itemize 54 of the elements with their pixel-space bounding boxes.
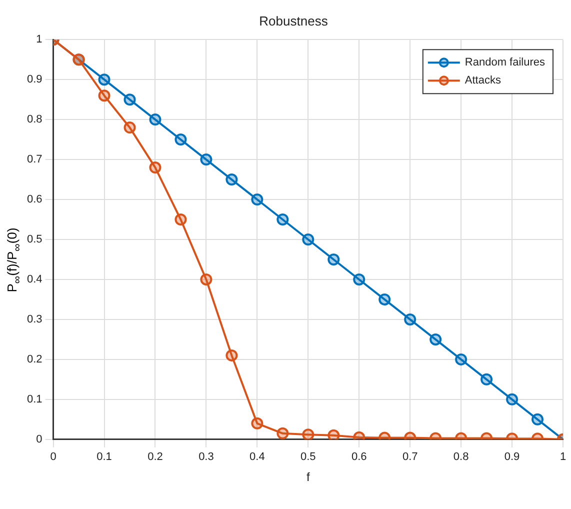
- point: [124, 122, 136, 134]
- point: [378, 293, 391, 306]
- y-tick-label: 0: [36, 433, 42, 446]
- point: [404, 313, 416, 326]
- legend-label: Attacks: [464, 74, 502, 87]
- point: [98, 74, 110, 86]
- point: [328, 253, 340, 266]
- y-tick-label: 0.8: [26, 114, 42, 126]
- x-tick-label: 0.9: [504, 451, 520, 464]
- y-tick-label: 1: [36, 34, 42, 46]
- x-tick-label: 0: [50, 451, 56, 464]
- point: [430, 333, 442, 346]
- y-tick-label: 0.3: [26, 313, 42, 326]
- point: [302, 234, 314, 246]
- point: [251, 417, 264, 430]
- legend-label: Random failures: [464, 56, 546, 69]
- point: [149, 114, 162, 126]
- point: [276, 214, 289, 226]
- x-tick-label: 1: [560, 451, 566, 464]
- chart-title: Robustness: [259, 13, 328, 28]
- point: [455, 353, 468, 366]
- point: [174, 134, 187, 146]
- point: [532, 413, 544, 426]
- point: [276, 427, 289, 440]
- y-tick-label: 0.5: [26, 234, 42, 246]
- point: [149, 162, 162, 174]
- point: [226, 349, 238, 362]
- x-tick-label: 0.2: [148, 451, 163, 464]
- point: [506, 393, 518, 406]
- x-tick-label: 0.8: [453, 451, 469, 464]
- y-tick-label: 0.2: [26, 353, 42, 366]
- x-tick-label: 0.4: [250, 451, 265, 464]
- x-tick-label: 0.7: [402, 451, 418, 464]
- x-tick-label: 0.6: [351, 451, 367, 464]
- x-axis-title: f: [306, 470, 310, 484]
- y-tick-label: 0.1: [26, 393, 42, 406]
- point: [353, 273, 366, 286]
- y-tick-label: 0.6: [26, 194, 42, 206]
- point: [124, 94, 136, 106]
- point: [328, 429, 340, 440]
- point: [200, 273, 212, 286]
- point: [480, 373, 493, 386]
- x-tick-label: 0.3: [198, 451, 214, 464]
- point: [251, 194, 264, 206]
- point: [226, 174, 238, 186]
- x-tick-label: 0.1: [96, 451, 112, 464]
- y-tick-label: 0.9: [26, 74, 42, 86]
- point: [302, 428, 314, 440]
- y-tick-label: 0.4: [26, 274, 42, 286]
- y-tick-label: 0.7: [26, 154, 42, 166]
- point: [98, 90, 110, 102]
- point: [174, 214, 187, 226]
- x-tick-label: 0.5: [300, 451, 316, 464]
- point: [200, 154, 212, 166]
